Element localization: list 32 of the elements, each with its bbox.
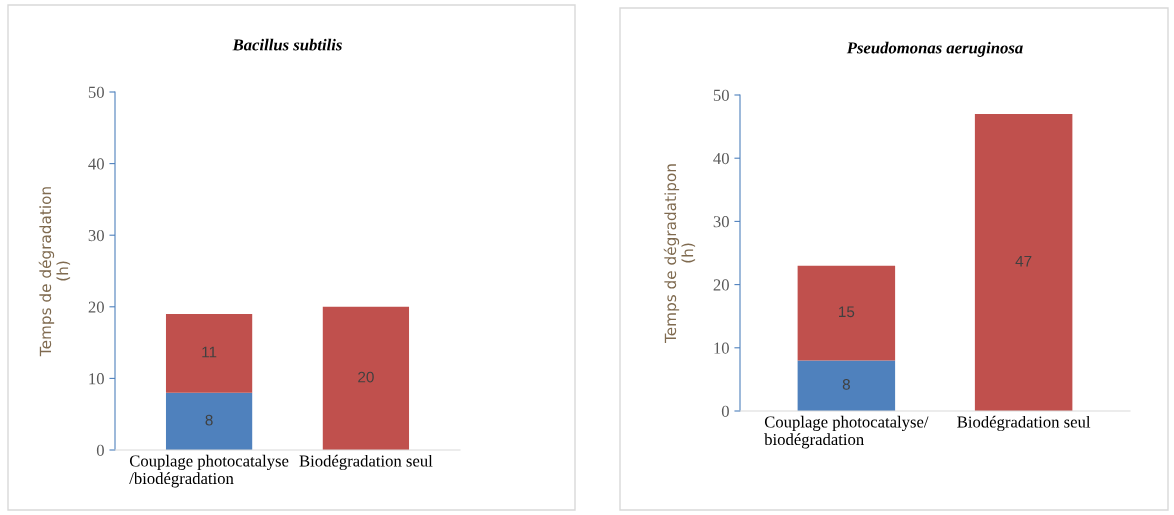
- y-tick-label: 10: [89, 373, 104, 385]
- y-tick-label: 0: [721, 405, 729, 417]
- bar: [797, 265, 896, 361]
- y-tick-label: 0: [96, 444, 104, 456]
- data-label: 11: [202, 346, 217, 358]
- bar: [165, 313, 253, 393]
- data-label: 20: [358, 371, 374, 383]
- chart-title: Bacillus subtilis: [232, 38, 342, 51]
- y-tick-label: 50: [713, 89, 729, 101]
- data-label: 47: [1015, 255, 1032, 267]
- data-label: 15: [839, 306, 855, 318]
- data-label: 8: [842, 379, 850, 390]
- bar: [322, 306, 410, 450]
- y-tick-label: 40: [88, 158, 104, 170]
- y-tick-label: 50: [88, 86, 104, 98]
- y-tick-label: 40: [713, 152, 729, 165]
- y-tick-label: 10: [714, 342, 729, 354]
- x-tick-label: Biodégradation seul: [957, 415, 1091, 432]
- bar: [797, 360, 896, 411]
- y-axis-title: Temps de dégradation (h): [38, 187, 71, 357]
- y-tick-label: 20: [713, 279, 729, 291]
- data-label: 8: [205, 414, 213, 426]
- y-axis-title: Temps de dégradatipon (h): [663, 164, 696, 344]
- y-tick-label: 30: [88, 229, 104, 242]
- x-tick-label: Biodégradation seul: [299, 454, 433, 471]
- y-tick-label: 30: [713, 216, 729, 228]
- x-tick-label: Couplage photocatalyse/ biodégradation: [764, 415, 929, 449]
- bar: [974, 113, 1073, 411]
- x-tick-label: Couplage photocatalyse /biodégradation: [129, 454, 289, 488]
- y-tick-label: 20: [88, 301, 104, 313]
- bar: [165, 392, 253, 450]
- chart-title: Pseudomonas aeruginosa: [846, 41, 1023, 57]
